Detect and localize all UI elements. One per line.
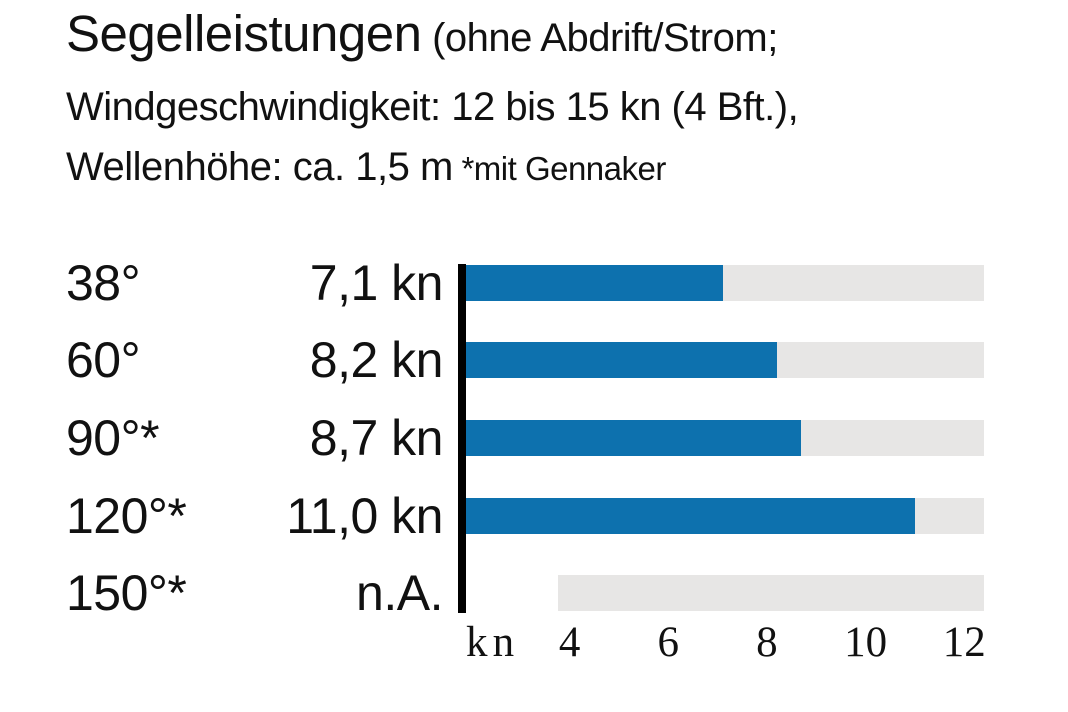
bar-fill: [466, 497, 915, 534]
angle-label: 60°: [66, 332, 141, 389]
axis-tick-label: 6: [657, 619, 680, 666]
axis-tick-label: 8: [756, 619, 778, 666]
chart-row: 90°* 8,7 kn: [0, 399, 1068, 477]
speed-value: 7,1 kn: [309, 254, 444, 311]
axis-line: [458, 264, 466, 613]
angle-label: 90°*: [66, 409, 160, 466]
chart-row: 120°* 11,0 kn: [0, 477, 1068, 555]
title-subtitle: (ohne Abdrift/Strom;: [432, 16, 778, 60]
chart-row: 38° 7,1 kn: [0, 244, 1068, 322]
axis-tick-label: 10: [844, 619, 888, 666]
angle-label: 120°*: [66, 487, 187, 544]
speed-value: n.A.: [356, 565, 443, 622]
chart-row: 150°* n.A.: [0, 554, 1068, 632]
title-line-2: Windgeschwindigkeit: 12 bis 15 kn (4 Bft…: [66, 85, 799, 129]
bar-fill: [466, 419, 801, 456]
bar-area: [466, 342, 984, 379]
speed-value: 8,2 kn: [309, 332, 444, 389]
bar-area: [466, 264, 984, 301]
speed-value: 8,7 kn: [309, 409, 444, 466]
bar-fill: [466, 264, 723, 301]
title-line-3: Wellenhöhe: ca. 1,5 m *mit Gennaker: [66, 145, 666, 189]
bar-track: [558, 575, 984, 612]
angle-label: 150°*: [66, 565, 187, 622]
axis-unit-label: kn: [466, 619, 520, 666]
axis-tick-label: 12: [942, 619, 986, 666]
bar-fill: [466, 342, 777, 379]
speed-value: 11,0 kn: [286, 487, 443, 544]
bar-area: [466, 419, 984, 456]
title-line-1: Segelleistungen (ohne Abdrift/Strom;: [66, 4, 1026, 77]
title-main: Segelleistungen: [66, 5, 422, 62]
footnote-gennaker: *mit Gennaker: [461, 150, 666, 187]
bar-area: [466, 497, 984, 534]
x-axis: kn 4 6 8 10 12: [466, 618, 986, 668]
chart-title: Segelleistungen (ohne Abdrift/Strom; Win…: [66, 4, 1026, 199]
chart-row: 60° 8,2 kn: [0, 322, 1068, 400]
bar-area: [466, 575, 984, 612]
chart-rows: 38° 7,1 kn 60° 8,2 kn 90°* 8,7 kn 120°* 11,0 kn…: [0, 244, 1068, 632]
angle-label: 38°: [66, 254, 141, 311]
axis-tick-label: 4: [558, 619, 581, 666]
